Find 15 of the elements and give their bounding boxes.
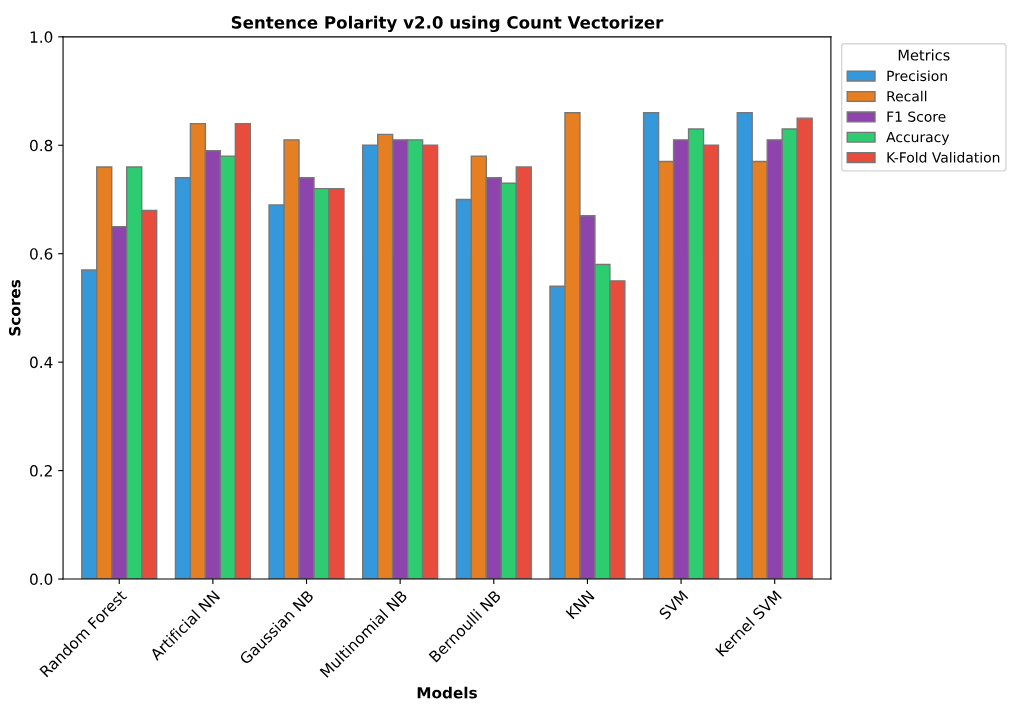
legend-label: F1 Score: [887, 111, 946, 122]
legend-label: Accuracy: [886, 131, 950, 145]
y-tick-label: 1.0: [30, 31, 53, 43]
y-tick-label: 0.4: [30, 356, 53, 369]
y-tick-label: 0.2: [30, 465, 52, 477]
x-axis-title: Models: [417, 686, 477, 699]
legend-label: Recall: [887, 90, 927, 102]
legend-label: Precision: [887, 70, 947, 82]
legend-label: K-Fold Validation: [887, 151, 1000, 163]
y-tick-label: 0.6: [30, 248, 53, 260]
y-axis-title: Scores: [8, 279, 21, 336]
legend-title: Metrics: [898, 49, 950, 61]
y-tick-label: 0.8: [30, 139, 53, 152]
chart-title: Sentence Polarity v2.0 using Count Vectorizer: [231, 15, 664, 33]
y-tick-label: 0.0: [30, 573, 53, 586]
